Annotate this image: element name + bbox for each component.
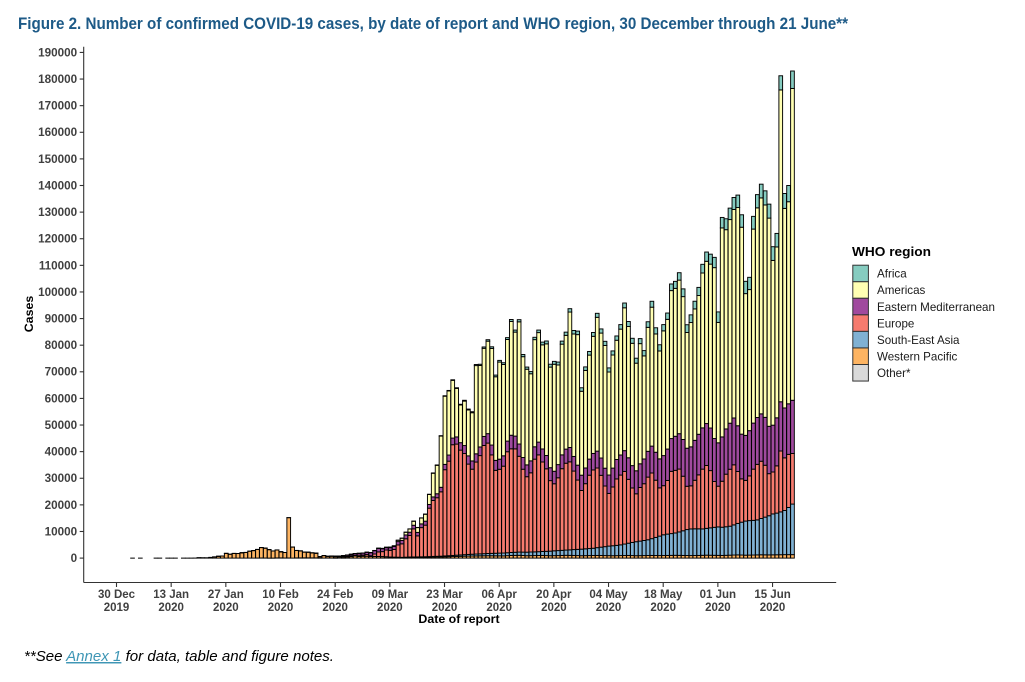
svg-text:2020: 2020	[650, 602, 676, 614]
svg-text:80000: 80000	[45, 339, 78, 352]
svg-text:2020: 2020	[377, 602, 403, 614]
svg-text:2020: 2020	[705, 602, 731, 614]
svg-text:180000: 180000	[38, 73, 78, 86]
svg-text:2020: 2020	[541, 602, 567, 614]
svg-text:13 Jan: 13 Jan	[153, 589, 189, 601]
svg-text:Figure 2. Number of confirmed: Figure 2. Number of confirmed COVID-19 c…	[18, 14, 848, 33]
svg-text:100000: 100000	[38, 286, 78, 299]
svg-text:24 Feb: 24 Feb	[317, 589, 353, 601]
svg-text:2020: 2020	[596, 602, 622, 614]
svg-text:04 May: 04 May	[589, 589, 628, 601]
svg-text:Americas: Americas	[877, 284, 926, 297]
svg-text:120000: 120000	[38, 233, 78, 246]
svg-text:160000: 160000	[38, 126, 78, 139]
svg-text:27 Jan: 27 Jan	[208, 589, 244, 601]
svg-text:Date of report: Date of report	[418, 612, 499, 626]
svg-text:60000: 60000	[45, 392, 78, 405]
svg-text:18 May: 18 May	[644, 589, 683, 601]
svg-text:10000: 10000	[45, 525, 78, 538]
svg-text:50000: 50000	[45, 419, 78, 432]
svg-text:0: 0	[71, 552, 78, 565]
svg-text:Europe: Europe	[877, 317, 914, 330]
svg-text:150000: 150000	[38, 153, 78, 166]
svg-text:WHO region: WHO region	[852, 244, 931, 259]
svg-text:70000: 70000	[45, 366, 78, 379]
svg-text:190000: 190000	[38, 46, 78, 59]
svg-text:10 Feb: 10 Feb	[262, 589, 298, 601]
svg-text:20000: 20000	[45, 499, 78, 512]
svg-text:30 Dec: 30 Dec	[98, 589, 136, 601]
svg-text:2020: 2020	[268, 602, 294, 614]
svg-text:Other*: Other*	[877, 367, 911, 380]
svg-text:Western Pacific: Western Pacific	[877, 350, 958, 363]
svg-text:Cases: Cases	[22, 296, 36, 333]
svg-text:**See Annex 1 for data, table: **See Annex 1 for data, table and figure…	[24, 649, 334, 665]
svg-text:Eastern Mediterranean: Eastern Mediterranean	[877, 301, 995, 314]
svg-text:09 Mar: 09 Mar	[372, 589, 409, 601]
svg-text:30000: 30000	[45, 472, 78, 485]
svg-text:Africa: Africa	[877, 268, 907, 281]
svg-text:130000: 130000	[38, 206, 78, 219]
svg-text:23 Mar: 23 Mar	[426, 589, 463, 601]
svg-text:06 Apr: 06 Apr	[482, 589, 518, 601]
svg-text:2019: 2019	[104, 602, 130, 614]
svg-text:20 Apr: 20 Apr	[536, 589, 572, 601]
svg-text:South-East Asia: South-East Asia	[877, 334, 960, 347]
svg-text:2020: 2020	[322, 602, 348, 614]
svg-text:2020: 2020	[158, 602, 184, 614]
svg-text:110000: 110000	[39, 259, 78, 272]
svg-text:90000: 90000	[45, 312, 78, 325]
svg-text:40000: 40000	[45, 446, 78, 459]
svg-text:15 Jun: 15 Jun	[754, 589, 790, 601]
svg-text:170000: 170000	[38, 100, 78, 113]
svg-text:2020: 2020	[760, 602, 786, 614]
svg-text:2020: 2020	[213, 602, 239, 614]
svg-text:01 Jun: 01 Jun	[700, 589, 736, 601]
svg-text:140000: 140000	[38, 179, 78, 192]
